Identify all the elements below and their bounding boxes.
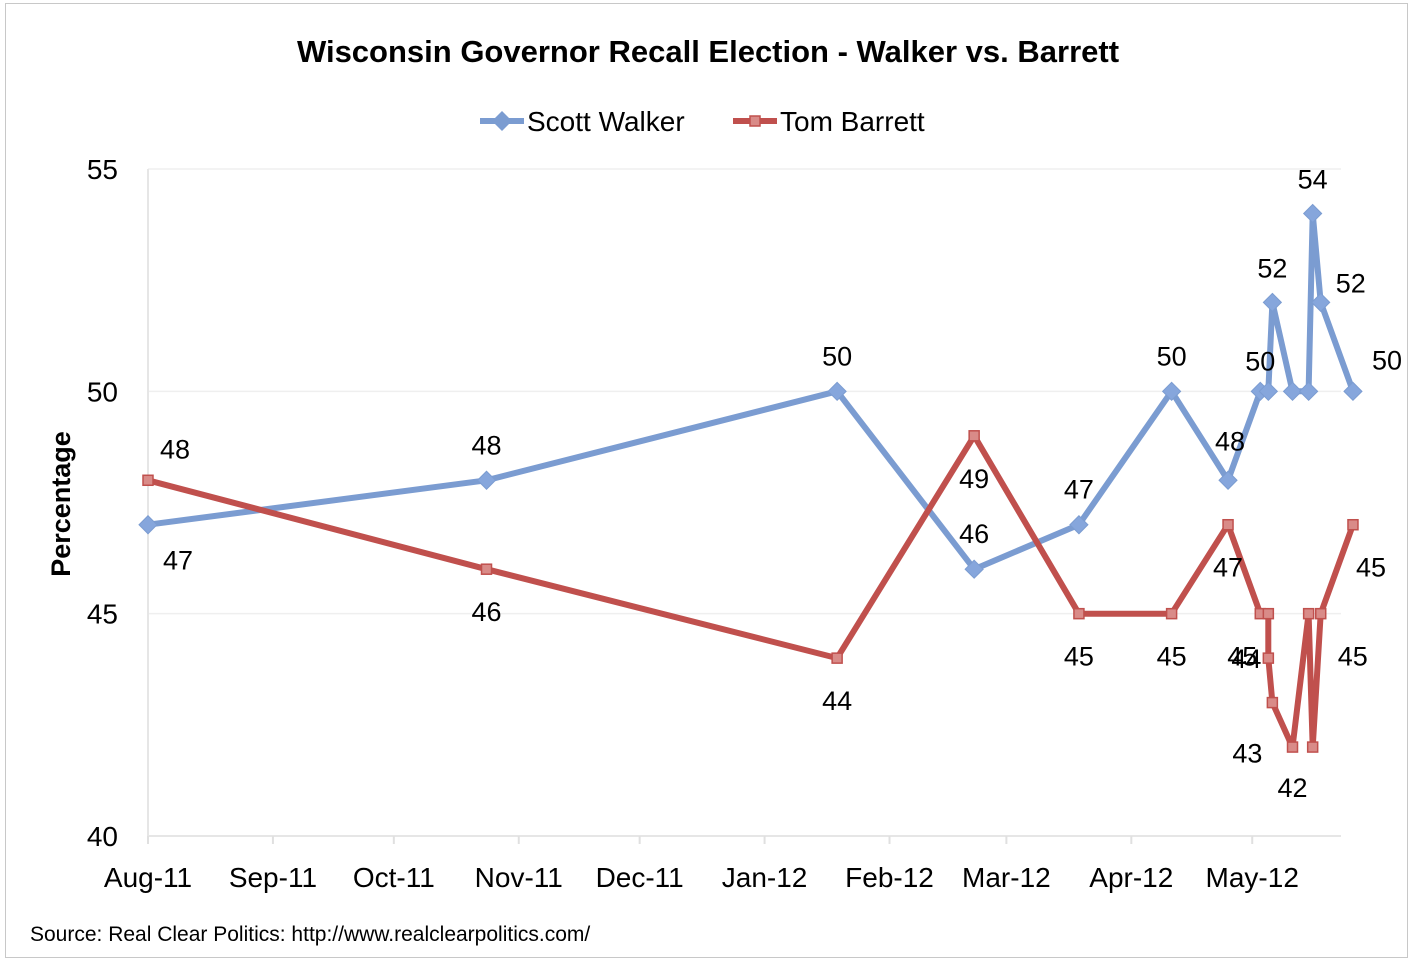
data-point-walker <box>1161 381 1182 402</box>
legend-item-barrett: Tom Barrett <box>733 106 925 137</box>
data-label-barrett: 44 <box>1231 644 1261 674</box>
x-tick-label: Aug-11 <box>104 862 192 893</box>
y-tick-label: 45 <box>87 599 118 630</box>
data-point-barrett <box>968 430 980 442</box>
chart-title: Wisconsin Governor Recall Election - Wal… <box>297 34 1119 69</box>
data-point-barrett <box>1165 607 1178 620</box>
data-label-walker: 50 <box>822 341 852 371</box>
data-point-walker <box>1302 203 1323 224</box>
data-label-walker: 50 <box>1372 345 1402 375</box>
data-point-walker <box>964 559 984 579</box>
data-label-barrett: 46 <box>471 597 501 627</box>
data-point-walker <box>1343 381 1363 402</box>
x-tick-label: Jan-12 <box>722 862 808 893</box>
data-label-walker: 47 <box>1064 475 1094 505</box>
data-label-walker: 48 <box>471 430 501 460</box>
y-tick-label: 40 <box>87 821 118 852</box>
data-label-walker: 50 <box>1157 341 1187 371</box>
data-label-walker: 52 <box>1336 268 1366 298</box>
legend-marker-walker <box>492 111 512 131</box>
data-point-walker <box>1282 381 1303 402</box>
data-label-barrett: 47 <box>1213 553 1243 583</box>
data-point-barrett <box>480 563 493 575</box>
data-point-walker <box>138 515 158 535</box>
axes <box>147 169 1341 837</box>
data-label-barrett: 45 <box>1338 642 1368 672</box>
source-note: Source: Real Clear Politics: http://www.… <box>30 923 590 946</box>
data-label-barrett: 48 <box>160 434 190 464</box>
data-point-barrett <box>1314 607 1327 620</box>
chart-frame: Wisconsin Governor Recall Election - Wal… <box>5 3 1408 958</box>
data-label-barrett: 49 <box>959 464 989 494</box>
data-label-walker: 52 <box>1257 253 1287 283</box>
data-point-walker <box>1298 381 1319 402</box>
legend-item-walker: Scott Walker <box>480 106 685 137</box>
data-label-barrett: 42 <box>1277 773 1307 803</box>
data-point-walker <box>476 470 497 490</box>
data-label-walker: 46 <box>959 519 989 549</box>
y-axis-title: Percentage <box>46 431 76 577</box>
legend: Scott Walker Tom Barrett <box>480 106 925 137</box>
data-label-barrett: 44 <box>822 686 852 716</box>
y-axis-ticks: 40 45 50 55 <box>87 154 118 852</box>
line-chart: Wisconsin Governor Recall Election - Wal… <box>30 34 1402 946</box>
data-point-barrett <box>1222 518 1234 531</box>
data-point-walker <box>1069 515 1089 535</box>
x-tick-label: Nov-11 <box>475 862 563 893</box>
data-point-barrett <box>1073 607 1085 620</box>
x-tick-label: Feb-12 <box>845 862 934 893</box>
data-label-walker: 47 <box>163 546 193 576</box>
data-point-barrett <box>1262 652 1275 664</box>
data-point-barrett <box>831 652 843 664</box>
data-point-walker <box>1262 292 1283 313</box>
data-label-barrett: 45 <box>1064 642 1094 672</box>
data-point-walker <box>1311 292 1331 313</box>
x-tick-label: Oct-11 <box>353 862 435 893</box>
x-tick-label: Mar-12 <box>962 862 1051 893</box>
y-tick-label: 55 <box>87 154 118 185</box>
data-point-barrett <box>142 474 154 487</box>
data-label-walker: 50 <box>1245 346 1275 376</box>
data-label-walker: 54 <box>1298 164 1328 194</box>
data-label-barrett: 45 <box>1157 642 1187 672</box>
data-label-walker: 48 <box>1215 426 1245 456</box>
x-tick-label: Dec-11 <box>596 862 684 893</box>
series-line-barrett <box>147 432 1356 751</box>
data-point-barrett <box>1347 518 1359 531</box>
data-point-barrett <box>1302 607 1315 620</box>
data-label-barrett: 43 <box>1232 739 1262 769</box>
legend-marker-barrett <box>749 115 761 127</box>
data-point-barrett <box>1262 607 1275 620</box>
data-point-walker <box>1218 470 1238 490</box>
data-point-barrett <box>1306 741 1319 753</box>
data-point-walker <box>827 381 847 402</box>
x-tick-label: Apr-12 <box>1089 862 1173 893</box>
x-tick-label: Sep-11 <box>229 862 317 893</box>
data-point-barrett <box>1286 741 1299 753</box>
data-labels: 47 48 50 46 47 50 48 50 52 54 52 50 48 46 44 49 45 45 47 45… <box>160 164 1402 803</box>
series-layer <box>138 203 1363 753</box>
legend-label-walker: Scott Walker <box>527 106 685 137</box>
x-tick-label: May-12 <box>1206 862 1299 893</box>
legend-label-barrett: Tom Barrett <box>780 106 925 137</box>
x-axis-ticks: Aug-11 Sep-11 Oct-11 Nov-11 Dec-11 Jan-12 Feb-… <box>104 836 1299 893</box>
y-tick-label: 50 <box>87 376 118 407</box>
data-point-walker <box>1258 381 1279 402</box>
data-point-barrett <box>1266 696 1279 709</box>
data-label-barrett: 45 <box>1227 642 1257 672</box>
data-label-barrett: 45 <box>1356 553 1386 583</box>
